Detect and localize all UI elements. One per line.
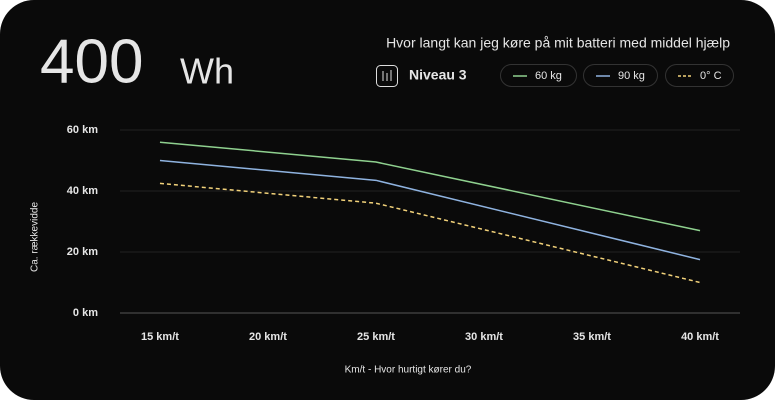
x-tick-label: 40 km/t <box>681 331 719 343</box>
series-line <box>159 159 701 261</box>
y-tick-label: 60 km <box>67 124 98 136</box>
series-line <box>159 182 701 284</box>
headline-value: 400 <box>40 27 143 96</box>
level: Niveau 3 <box>409 67 467 83</box>
legend-pill <box>665 64 734 87</box>
x-tick-label: 15 km/t <box>141 331 179 343</box>
chart-title: Hvor langt kan jeg køre på mit batteri m… <box>386 35 730 51</box>
x-tick-label: 35 km/t <box>573 331 611 343</box>
series-line <box>159 141 701 232</box>
x-tick-label: 20 km/t <box>249 331 287 343</box>
x-tick-label: 25 km/t <box>357 331 395 343</box>
legend-label: 90 kg <box>618 70 645 82</box>
y-tick-label: 20 km <box>67 246 98 258</box>
level-icon <box>376 65 398 87</box>
x-tick-label: 30 km/t <box>465 331 503 343</box>
legend-label: 60 kg <box>535 70 562 82</box>
headline-unit: Wh <box>180 51 234 92</box>
legend-label: 0° C <box>700 70 722 82</box>
x-axis-title: Km/t - Hvor hurtigt kører du? <box>345 365 472 376</box>
y-tick-label: 0 km <box>73 307 98 319</box>
legend-pill <box>583 64 658 87</box>
y-tick-label: 40 km <box>67 185 98 197</box>
level-icon-bars <box>382 70 392 81</box>
legend-pill <box>500 64 577 87</box>
y-axis-title: Ca. rækkevidde <box>30 202 41 272</box>
